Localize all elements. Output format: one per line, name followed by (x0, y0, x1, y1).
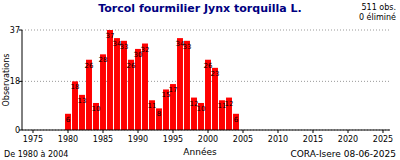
data-label: 12 (225, 100, 234, 108)
x-tick (348, 130, 349, 133)
bar (114, 38, 120, 130)
x-tick (103, 130, 104, 133)
data-label: 17 (169, 86, 178, 94)
x-tick-label: 2020 (338, 135, 358, 144)
data-label: 26 (127, 62, 136, 70)
bar (65, 114, 71, 130)
data-label: 33 (120, 43, 129, 51)
data-label: 33 (183, 43, 192, 51)
x-tick-label: 2010 (268, 135, 288, 144)
data-label: 6 (66, 116, 71, 124)
annotation: 0 éliminé (359, 12, 396, 22)
annotation: 511 obs. (362, 3, 397, 12)
bars (65, 30, 239, 130)
x-tick (33, 130, 34, 133)
data-label: 10 (92, 105, 101, 113)
data-label: 37 (106, 32, 115, 40)
y-tick-label: 18 (10, 77, 20, 86)
x-tick-label: 1975 (23, 135, 43, 144)
x-tick (173, 130, 174, 133)
bar (121, 41, 127, 130)
x-tick-label: 2025 (373, 135, 393, 144)
bar (156, 108, 162, 130)
bar (100, 54, 106, 130)
x-axis (22, 130, 390, 131)
x-tick (243, 130, 244, 133)
x-tick (138, 130, 139, 133)
bar (177, 38, 183, 130)
bar (128, 60, 134, 130)
subtitle: De 1980 à 2004 (4, 150, 68, 159)
x-tick (383, 130, 384, 133)
grid-line (22, 130, 390, 131)
x-label: Années (183, 147, 217, 157)
data-label: 32 (141, 46, 150, 54)
x-tick (278, 130, 279, 133)
data-label: 10 (197, 105, 206, 113)
y-tick-label: 0 (15, 126, 20, 135)
bar (184, 41, 190, 130)
x-tick-label: 1985 (93, 135, 113, 144)
chart: Torcol fourmilier Jynx torquilla L. 511 o… (0, 0, 400, 160)
x-tick-label: 2005 (233, 135, 253, 144)
bar (142, 44, 148, 130)
title: Torcol fourmilier Jynx torquilla L. (98, 2, 302, 15)
y-axis (22, 30, 23, 130)
grid-line (22, 30, 390, 31)
data-label: 6 (234, 116, 239, 124)
data-label: 26 (85, 62, 94, 70)
data-label: 28 (99, 56, 108, 64)
x-tick-label: 1995 (163, 135, 183, 144)
x-tick-label: 2000 (198, 135, 218, 144)
bar (135, 49, 141, 130)
data-label: 26 (204, 62, 213, 70)
x-tick-label: 2015 (303, 135, 323, 144)
annotation: CORA-Isere 08-06-2025 (290, 149, 396, 159)
data-label: 18 (71, 83, 80, 91)
x-tick (313, 130, 314, 133)
data-label: 11 (148, 102, 157, 110)
x-tick-label: 1980 (58, 135, 78, 144)
bar (86, 60, 92, 130)
x-tick (68, 130, 69, 133)
data-label: 23 (211, 70, 220, 78)
x-tick (208, 130, 209, 133)
bar (233, 114, 239, 130)
data-label: 8 (157, 110, 161, 118)
y-tick-label: 37 (10, 26, 20, 35)
data-label: 13 (78, 97, 87, 105)
x-tick-label: 1990 (128, 135, 148, 144)
